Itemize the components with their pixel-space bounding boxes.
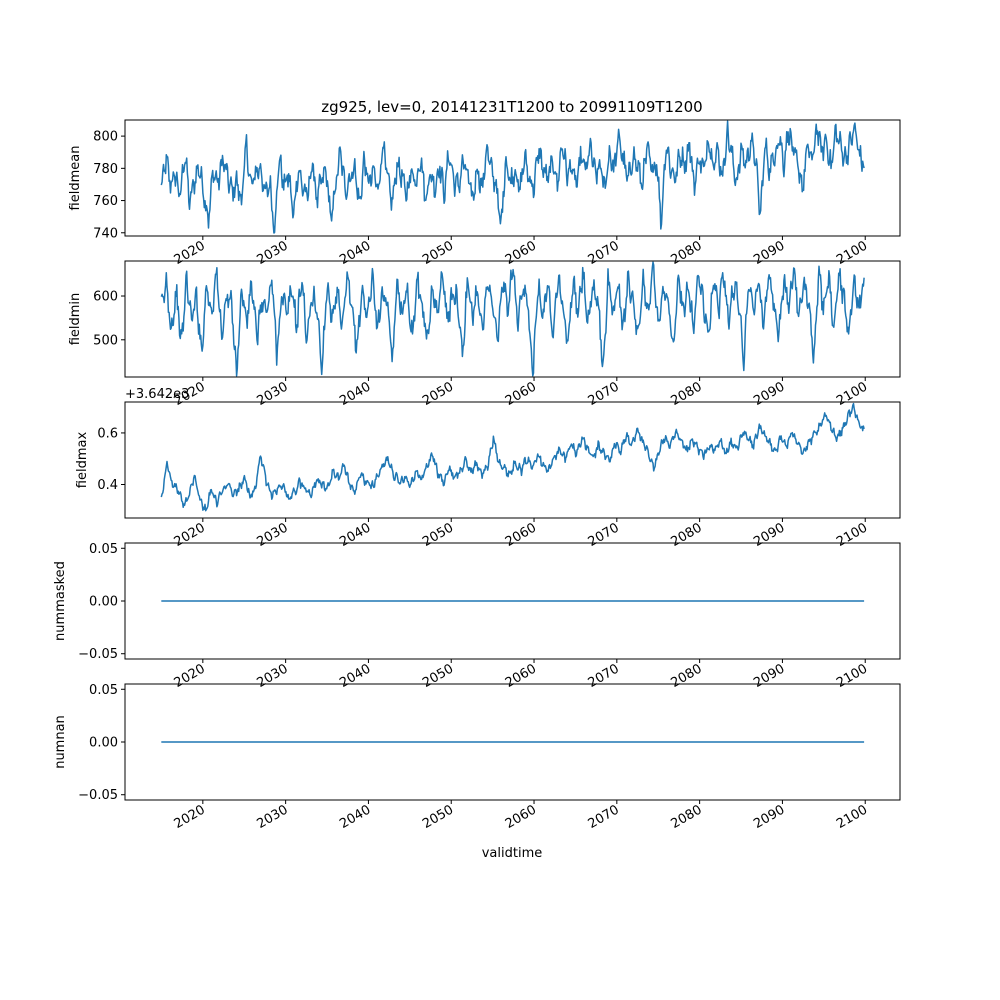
fieldmin-x-tick-label: 2060	[503, 379, 539, 409]
fieldmean-y-tick-label: 780	[93, 162, 118, 177]
fieldmax-x-tick-label: 2100	[834, 520, 870, 550]
numnan-x-tick-label: 2060	[503, 802, 539, 832]
nummasked-x-tick-label: 2090	[751, 661, 787, 691]
fieldmin-x-tick-label: 2050	[420, 379, 456, 409]
subplot-fieldmax: fieldmax 0.4 0.6 +3.642e3 2020 2030 2040 2050 20…	[75, 387, 901, 550]
subplot-stack: fieldmean 740 760 780 800 2020 2030 2040 2050 206…	[53, 119, 901, 832]
fieldmean-x-tick-label: 2060	[503, 238, 539, 268]
fieldmin-x-tick-label: 2070	[586, 379, 622, 409]
fieldmin-x-tick-label: 2100	[834, 379, 870, 409]
fieldmax-offset-text: +3.642e3	[125, 387, 189, 402]
numnan-x-tick-label: 2050	[420, 802, 456, 832]
nummasked-x-tick-label: 2080	[668, 661, 704, 691]
subplot-fieldmean: fieldmean 740 760 780 800 2020 2030 2040 2050 206…	[68, 119, 901, 268]
fieldmean-axes-frame	[124, 119, 901, 237]
numnan-x-tick-label: 2070	[586, 802, 622, 832]
fieldmin-x-tick-label: 2030	[254, 379, 290, 409]
numnan-y-tick-label: 0.00	[89, 736, 118, 751]
fieldmean-x-tick-label: 2070	[586, 238, 622, 268]
nummasked-x-tick-label: 2040	[337, 661, 373, 691]
nummasked-y-tick-label: 0.00	[89, 595, 118, 610]
fieldmean-y-tick-label: 740	[93, 226, 118, 241]
fieldmin-series-line	[160, 261, 865, 377]
fieldmax-y-tick-label: 0.4	[97, 478, 118, 493]
fieldmean-y-tick-label: 760	[93, 194, 118, 209]
subplot-nummasked: nummasked −0.05 0.00 0.05 2020 2030 2040 2050 20…	[53, 542, 901, 691]
fieldmax-x-tick-label: 2060	[503, 520, 539, 550]
numnan-x-tick-label: 2020	[172, 802, 208, 832]
fieldmean-series-line	[160, 120, 865, 234]
fieldmin-y-axis-label: fieldmin	[68, 293, 83, 346]
nummasked-y-tick-label: 0.05	[89, 542, 118, 557]
fieldmin-y-tick-label: 500	[93, 333, 118, 348]
nummasked-x-tick-label: 2050	[420, 661, 456, 691]
fieldmax-y-tick-label: 0.6	[97, 426, 118, 441]
fieldmax-x-tick-label: 2050	[420, 520, 456, 550]
fieldmax-x-tick-label: 2090	[751, 520, 787, 550]
fieldmax-x-tick-label: 2020	[172, 520, 208, 550]
numnan-x-tick-label: 2080	[668, 802, 704, 832]
fieldmin-x-tick-label: 2090	[751, 379, 787, 409]
fieldmean-x-tick-label: 2020	[172, 238, 208, 268]
numnan-y-tick-label: −0.05	[78, 788, 118, 803]
fieldmax-series-line	[160, 402, 865, 512]
fieldmean-x-tick-label: 2100	[834, 238, 870, 268]
nummasked-x-tick-label: 2060	[503, 661, 539, 691]
nummasked-x-tick-label: 2100	[834, 661, 870, 691]
numnan-x-tick-label: 2090	[751, 802, 787, 832]
fieldmean-x-tick-label: 2030	[254, 238, 290, 268]
nummasked-x-tick-label: 2020	[172, 661, 208, 691]
fieldmin-axes-frame	[124, 260, 901, 378]
fieldmean-x-tick-label: 2090	[751, 238, 787, 268]
fieldmin-y-tick-label: 600	[93, 290, 118, 305]
fieldmax-axes-frame	[124, 401, 901, 519]
fieldmean-x-tick-label: 2050	[420, 238, 456, 268]
x-axis-label: validtime	[482, 846, 543, 861]
fieldmean-x-tick-label: 2080	[668, 238, 704, 268]
fieldmax-x-tick-label: 2070	[586, 520, 622, 550]
numnan-x-tick-label: 2100	[834, 802, 870, 832]
nummasked-x-tick-label: 2030	[254, 661, 290, 691]
fieldmean-x-tick-label: 2040	[337, 238, 373, 268]
subplot-numnan: numnan −0.05 0.00 0.05 2020 2030 2040 2050 2060 2…	[53, 683, 901, 832]
fieldmin-x-tick-label: 2080	[668, 379, 704, 409]
fieldmax-y-axis-label: fieldmax	[75, 432, 90, 489]
fieldmax-x-tick-label: 2030	[254, 520, 290, 550]
nummasked-x-tick-label: 2070	[586, 661, 622, 691]
fieldmean-y-tick-label: 800	[93, 130, 118, 145]
fieldmin-x-tick-label: 2040	[337, 379, 373, 409]
numnan-y-tick-label: 0.05	[89, 683, 118, 698]
numnan-x-tick-label: 2040	[337, 802, 373, 832]
fieldmean-y-axis-label: fieldmean	[68, 146, 83, 211]
numnan-x-tick-label: 2030	[254, 802, 290, 832]
chart-title: zg925, lev=0, 20141231T1200 to 20991109T…	[321, 98, 702, 116]
fieldmax-x-tick-label: 2040	[337, 520, 373, 550]
nummasked-y-tick-label: −0.05	[78, 647, 118, 662]
nummasked-y-axis-label: nummasked	[53, 561, 68, 641]
fieldmax-x-tick-label: 2080	[668, 520, 704, 550]
numnan-y-axis-label: numnan	[53, 715, 68, 769]
